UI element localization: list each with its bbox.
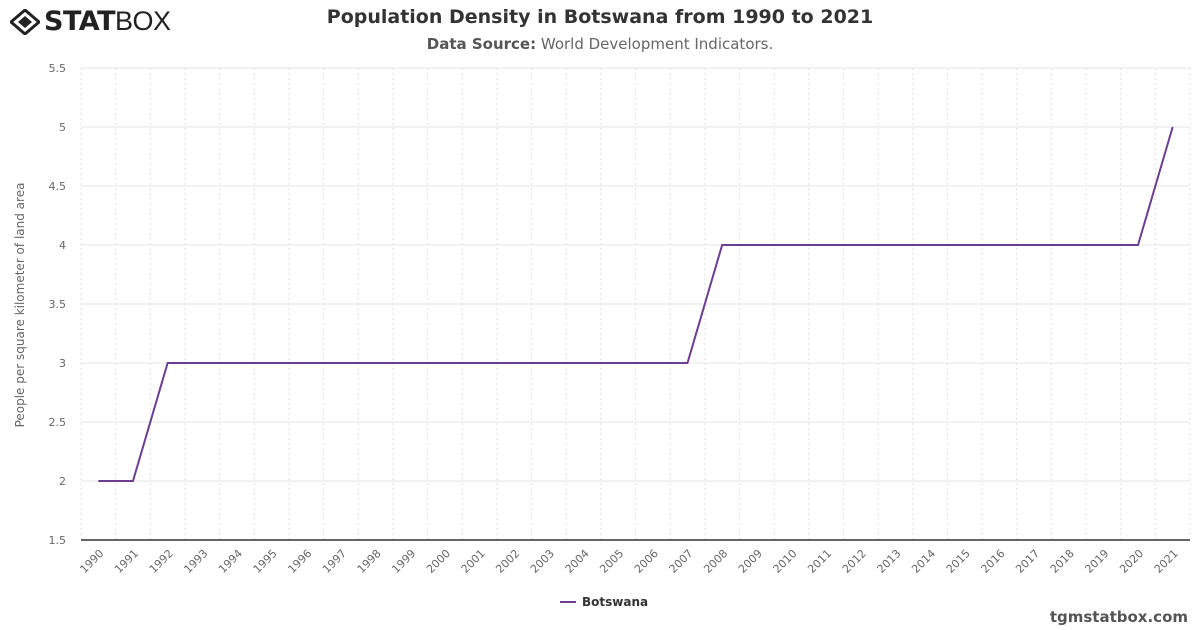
diamond-logo-icon (10, 8, 40, 35)
x-tick-label: 2001 (459, 547, 488, 576)
y-tick-label: 3 (59, 357, 66, 370)
y-tick-label: 4.5 (49, 180, 67, 193)
x-tick-label: 1992 (147, 547, 176, 576)
subtitle-value: World Development Indicators. (540, 35, 774, 53)
x-tick-label: 2003 (528, 547, 557, 576)
x-tick-label: 1996 (285, 547, 314, 576)
x-tick-label: 2011 (805, 547, 834, 576)
x-tick-label: 1998 (355, 547, 384, 576)
x-tick-label: 2018 (1048, 547, 1077, 576)
x-tick-label: 2007 (667, 547, 696, 576)
x-tick-label: 1997 (320, 547, 349, 576)
legend-item-botswana[interactable]: Botswana (560, 595, 648, 609)
x-tick-label: 2017 (1013, 547, 1042, 576)
x-tick-label: 2002 (493, 547, 522, 576)
logo-bold: STAT (44, 6, 115, 37)
x-tick-label: 2012 (840, 547, 869, 576)
y-tick-label: 2.5 (49, 416, 67, 429)
x-tick-label: 2010 (771, 547, 800, 576)
y-tick-label: 5.5 (49, 62, 67, 75)
chart-subtitle: Data Source: World Development Indicator… (0, 35, 1200, 53)
x-tick-label: 1999 (389, 547, 418, 576)
chart-title: Population Density in Botswana from 1990… (326, 6, 874, 28)
y-tick-label: 2 (59, 475, 66, 488)
x-tick-label: 2008 (701, 547, 730, 576)
x-tick-label: 1994 (216, 547, 245, 576)
x-tick-label: 2014 (909, 547, 938, 576)
x-tick-label: 1990 (77, 547, 106, 576)
y-tick-label: 5 (59, 121, 66, 134)
statbox-logo: STATBOX (10, 6, 171, 37)
subtitle-label: Data Source: (426, 35, 537, 53)
x-tick-label: 1991 (112, 547, 141, 576)
site-credit: tgmstatbox.com (1049, 608, 1188, 626)
series-line-botswana (98, 126, 1174, 482)
x-tick-label: 2006 (632, 547, 661, 576)
x-tick-label: 2009 (736, 547, 765, 576)
x-tick-label: 2021 (1152, 547, 1181, 576)
x-tick-label: 2015 (944, 547, 973, 576)
x-tick-label: 2013 (875, 547, 904, 576)
y-tick-label: 4 (59, 239, 66, 252)
logo-light: BOX (114, 6, 171, 36)
x-tick-label: 2000 (424, 547, 453, 576)
legend-line-icon (560, 601, 576, 603)
legend-label: Botswana (582, 595, 649, 609)
x-tick-label: 2020 (1117, 547, 1146, 576)
x-tick-label: 2019 (1082, 547, 1111, 576)
x-tick-label: 2016 (979, 547, 1008, 576)
x-tick-label: 1993 (181, 547, 210, 576)
y-tick-label: 1.5 (49, 534, 67, 547)
x-tick-label: 1995 (251, 547, 280, 576)
y-tick-label: 3.5 (49, 298, 67, 311)
x-tick-label: 2005 (597, 547, 626, 576)
x-tick-label: 2004 (563, 547, 592, 576)
